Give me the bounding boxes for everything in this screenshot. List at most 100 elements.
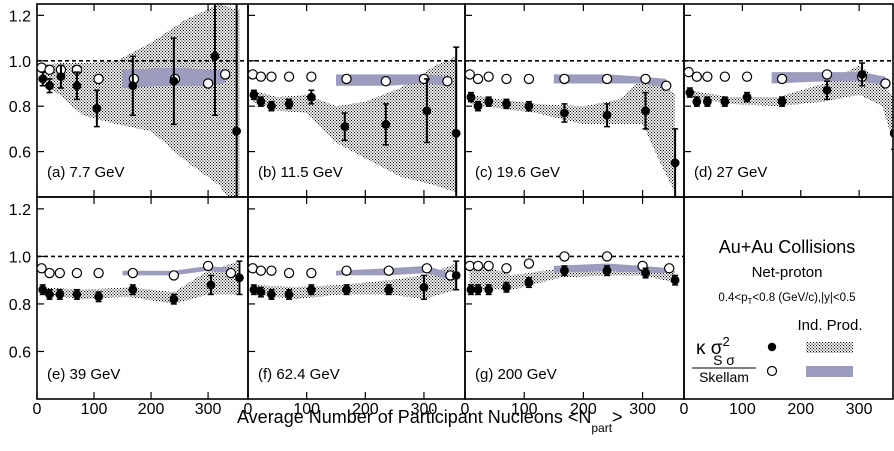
ind-prod-band bbox=[252, 263, 457, 300]
panel-plot-area bbox=[37, 4, 248, 197]
x-tick-label: 300 bbox=[411, 401, 438, 418]
legend-ks2-label: κ σ2 bbox=[696, 334, 730, 359]
ks2-point bbox=[45, 81, 54, 91]
ks2-point bbox=[524, 278, 534, 287]
ks2-point bbox=[249, 285, 259, 295]
ss-point bbox=[501, 73, 512, 85]
ss-point bbox=[341, 265, 352, 276]
ss-point bbox=[691, 71, 703, 82]
ss-point bbox=[465, 69, 475, 80]
ks2-point bbox=[720, 97, 730, 107]
ks2-point bbox=[249, 90, 259, 100]
panel: (b) 11.5 GeV bbox=[247, 4, 465, 197]
ks2-point bbox=[822, 85, 832, 95]
ks2-point bbox=[451, 129, 461, 138]
x-tick-label: 100 bbox=[729, 401, 756, 418]
ks2-point bbox=[466, 285, 476, 295]
panel-label: (e) 39 GeV bbox=[47, 366, 120, 383]
panel: (f) 62.4 GeV bbox=[247, 197, 465, 399]
ss-point bbox=[472, 260, 484, 272]
ks2-point bbox=[72, 290, 82, 299]
x-tick-label: 200 bbox=[352, 401, 379, 418]
x-tick-label: 100 bbox=[293, 401, 320, 418]
ks2-point bbox=[94, 292, 103, 302]
ks2-point bbox=[602, 266, 612, 276]
panel-label: (d) 27 GeV bbox=[694, 164, 767, 181]
x-tick-label: 0 bbox=[461, 401, 470, 418]
ks2-point bbox=[235, 273, 244, 283]
panel-plot-area bbox=[465, 251, 684, 296]
ks2-point bbox=[206, 280, 216, 290]
ks2-point bbox=[473, 101, 483, 111]
ks2-point bbox=[306, 285, 316, 295]
ks2-point bbox=[857, 69, 867, 79]
ss-point bbox=[44, 64, 55, 76]
ks2-point bbox=[72, 81, 82, 91]
ss-point bbox=[54, 267, 66, 279]
ss-point bbox=[719, 71, 731, 82]
ss-point bbox=[380, 75, 392, 87]
ks2-point bbox=[484, 97, 494, 107]
ks2-point bbox=[502, 99, 511, 109]
ss-point bbox=[202, 260, 214, 272]
ks2-point bbox=[38, 285, 48, 295]
x-axis-label: Average Number of Participant Nucleons <… bbox=[237, 407, 623, 435]
ind-prod-band bbox=[469, 78, 676, 193]
ind-prod-band bbox=[41, 261, 240, 304]
ks2-point bbox=[55, 290, 65, 299]
ss-point bbox=[37, 263, 47, 274]
legend-ss-numerator: S σ bbox=[713, 352, 735, 368]
ind-prod-band bbox=[252, 56, 457, 193]
ss-point bbox=[559, 73, 570, 85]
y-tick-label: 0.6 bbox=[9, 145, 31, 162]
panel: (c) 19.6 GeV bbox=[464, 4, 684, 197]
y-tick-label: 1.2 bbox=[9, 8, 31, 25]
ss-point bbox=[640, 73, 651, 85]
ss-point bbox=[306, 267, 317, 279]
ks2-point bbox=[384, 285, 394, 295]
ks2-point bbox=[602, 110, 612, 120]
ks2-point bbox=[670, 275, 680, 285]
ks2-point bbox=[560, 266, 569, 276]
ks2-point bbox=[670, 158, 680, 168]
ss-point bbox=[225, 267, 237, 279]
panel-plot-area bbox=[37, 255, 248, 305]
legend-ss-denominator: Skellam bbox=[699, 369, 749, 385]
legend-ks2-sup: 2 bbox=[723, 334, 730, 349]
x-tick-label: 300 bbox=[629, 401, 656, 418]
panel-label: (f) 62.4 GeV bbox=[258, 366, 340, 383]
ks2-point bbox=[381, 119, 391, 129]
x-axis-label-main: Average Number of Participant Nucleons <… bbox=[237, 407, 591, 427]
ks2-point bbox=[502, 282, 511, 292]
ss-point bbox=[664, 263, 675, 274]
legend-cuts: 0.4<pT<0.8 (GeV/c),|y|<0.5 bbox=[718, 292, 855, 306]
legend: Au+Au Collisions Net-proton 0.4<pT<0.8 (… bbox=[692, 237, 863, 385]
ss-point bbox=[501, 263, 512, 274]
ss-point bbox=[880, 78, 891, 89]
x-tick-label: 200 bbox=[787, 401, 814, 418]
ss-point bbox=[283, 267, 295, 279]
ks2-point bbox=[256, 287, 266, 297]
ss-point bbox=[383, 265, 394, 276]
ks2-point bbox=[45, 290, 54, 299]
ss-point bbox=[483, 260, 494, 272]
ss-point bbox=[661, 80, 672, 91]
panel-label: (g) 200 GeV bbox=[475, 366, 557, 383]
legend-ind-swatch bbox=[806, 342, 853, 353]
ss-point bbox=[601, 73, 613, 85]
ks2-point bbox=[56, 72, 66, 82]
ks2-point bbox=[342, 285, 351, 295]
ss-point bbox=[821, 69, 833, 80]
y-tick-label: 1.0 bbox=[9, 54, 31, 71]
ks2-point bbox=[169, 76, 179, 86]
ss-point bbox=[684, 66, 694, 78]
ks2-point bbox=[306, 92, 316, 102]
panel-label: (c) 19.6 GeV bbox=[475, 164, 560, 181]
ks2-point bbox=[466, 92, 476, 102]
y-tick-label: 0.8 bbox=[9, 297, 31, 314]
ss-point bbox=[44, 267, 55, 279]
ss-point bbox=[266, 265, 277, 276]
y-tick-label: 1.0 bbox=[9, 249, 31, 266]
panel-plot-area bbox=[248, 46, 465, 197]
ss-point bbox=[255, 265, 267, 276]
